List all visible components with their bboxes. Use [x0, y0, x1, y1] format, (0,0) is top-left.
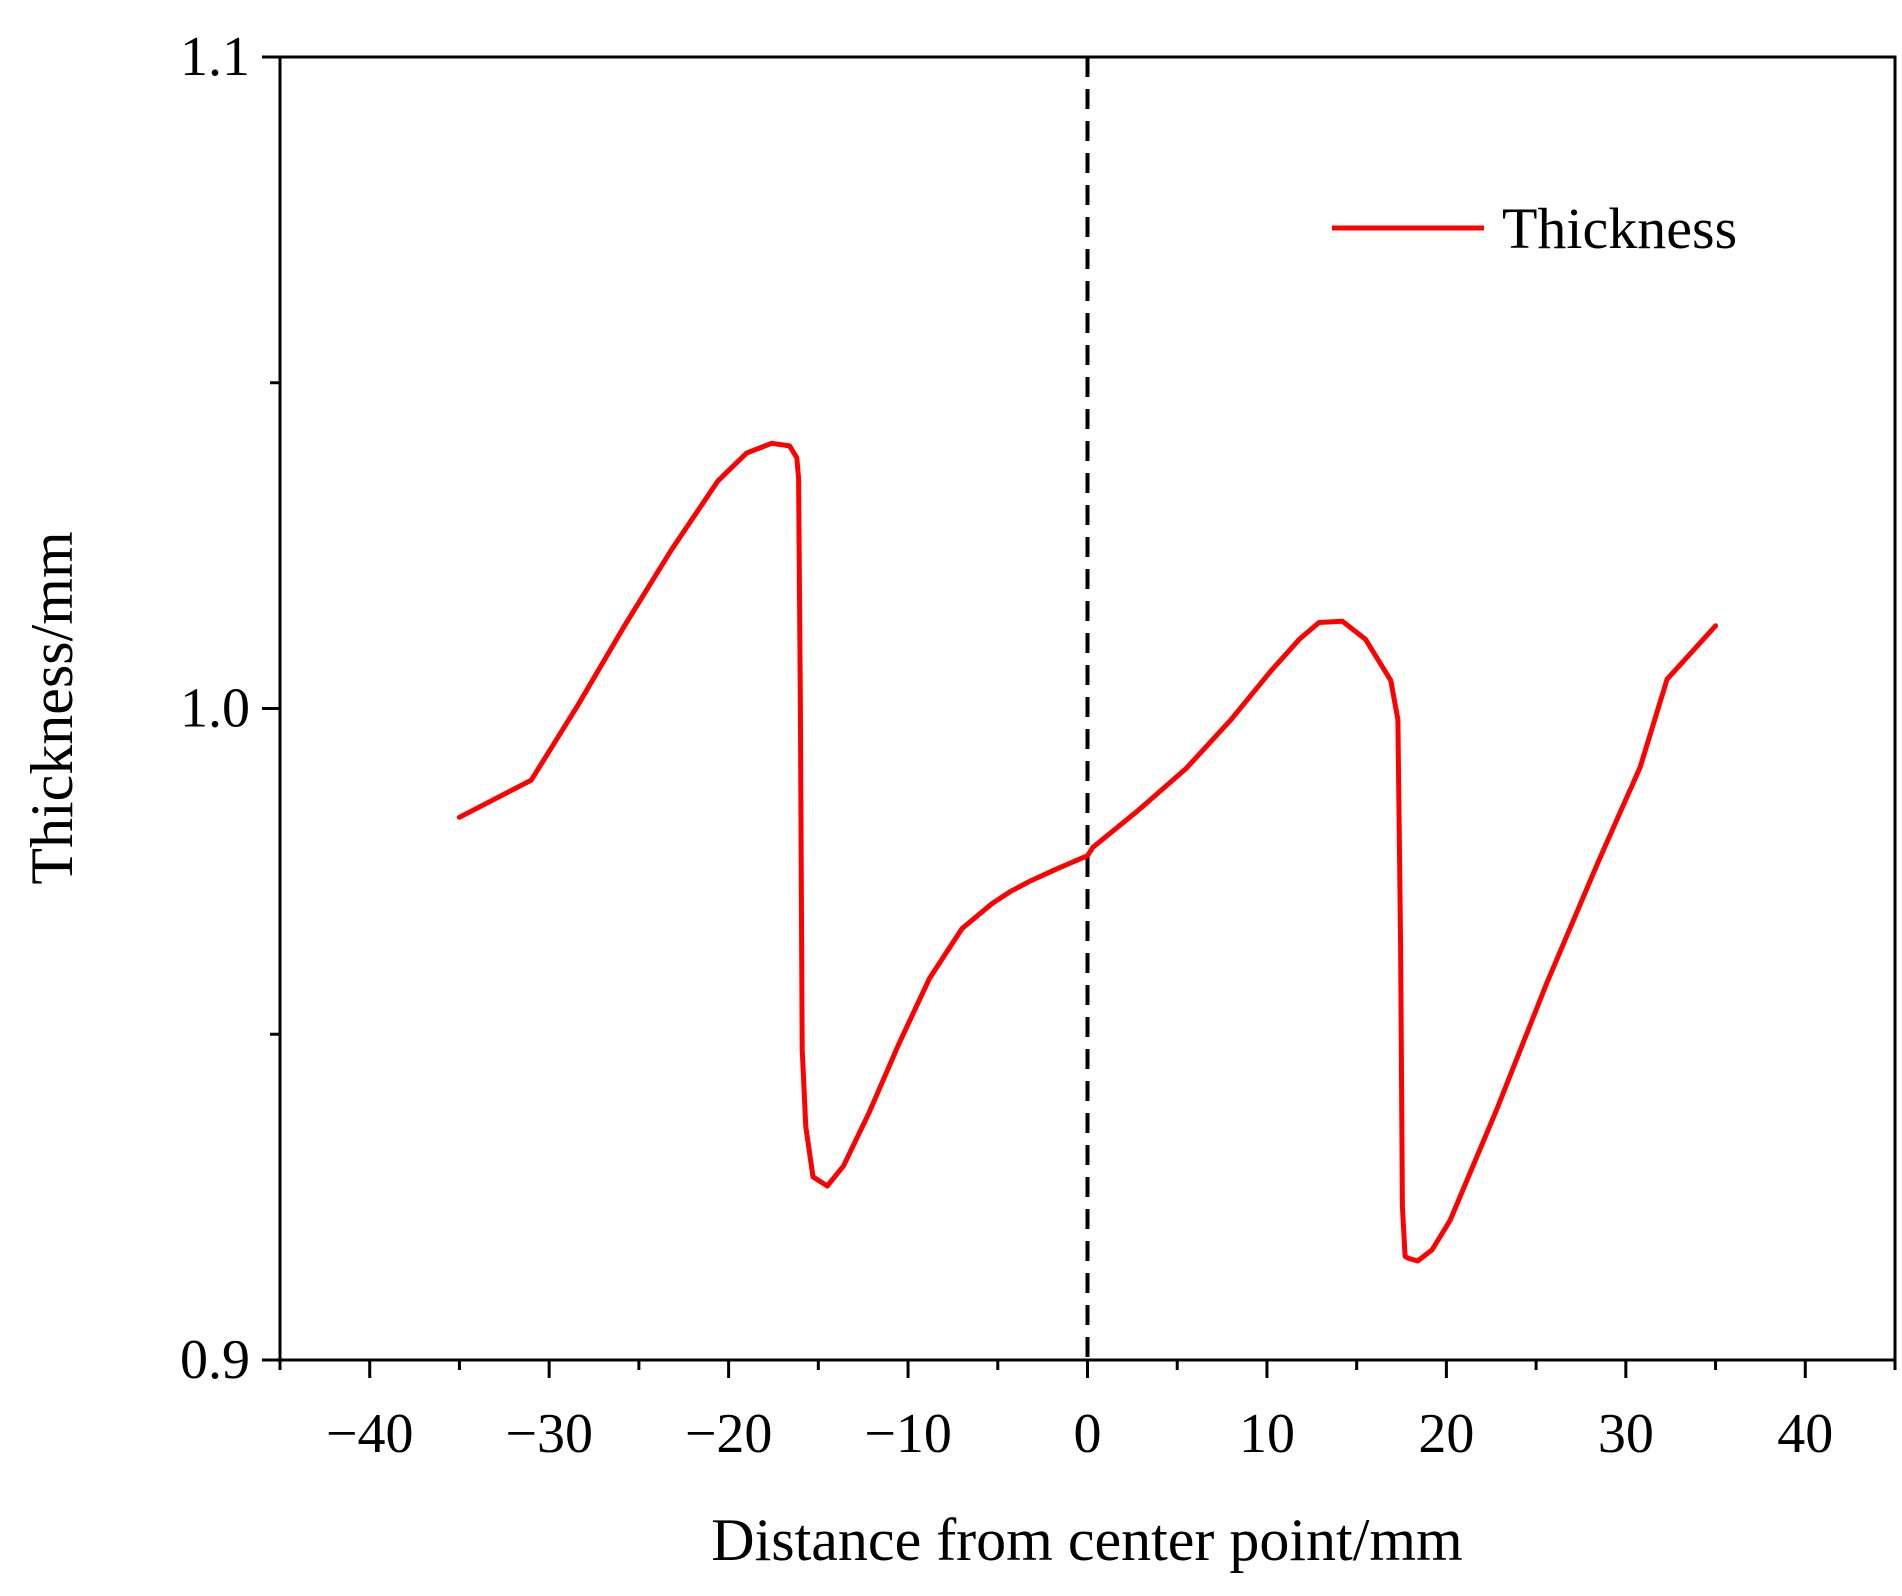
y-tick-label: 1.1 [180, 26, 250, 88]
x-tick-label: −30 [505, 1403, 593, 1465]
x-axis-ticks: −40 −30 −20 −10 0 10 20 30 40 [278, 1360, 1897, 1465]
x-tick-label: 30 [1598, 1403, 1654, 1465]
y-axis-ticks: 0.9 1.0 1.1 [180, 26, 280, 1391]
legend: Thickness [1332, 196, 1737, 261]
x-tick-label: 40 [1777, 1403, 1833, 1465]
x-tick-label: −40 [326, 1403, 414, 1465]
legend-label-thickness: Thickness [1502, 196, 1737, 261]
x-tick-label: 0 [1074, 1403, 1102, 1465]
x-tick-label: 20 [1418, 1403, 1474, 1465]
y-tick-label: 1.0 [180, 678, 250, 740]
thickness-series-line [456, 440, 1719, 1264]
x-tick-label: 10 [1239, 1403, 1295, 1465]
x-tick-label: −20 [685, 1403, 773, 1465]
x-axis-title: Distance from center point/mm [711, 1507, 1462, 1573]
y-tick-label: 0.9 [180, 1329, 250, 1391]
x-tick-label: −10 [864, 1403, 952, 1465]
y-axis-title: Thickness/mm [19, 531, 85, 884]
